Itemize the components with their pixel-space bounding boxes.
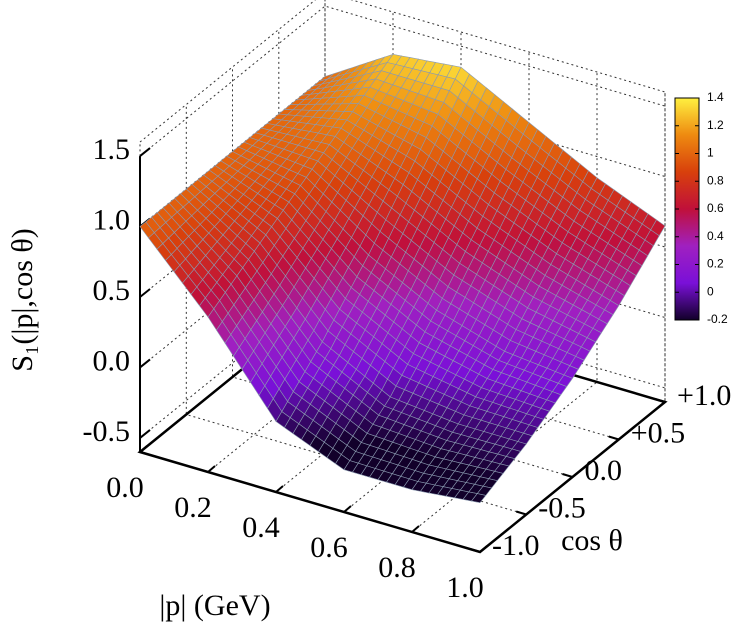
x-tick [343, 505, 352, 513]
z-tick [139, 147, 151, 157]
box-edge [139, 0, 666, 402]
colorbar-tick-label: 1.2 [707, 118, 724, 132]
x-tick [139, 445, 148, 453]
x-tick [207, 465, 216, 473]
y-tick-label: +1.0 [677, 379, 731, 412]
z-tick [139, 288, 151, 298]
z-tick-label: 0.5 [93, 274, 131, 307]
x-tick-label: 0.6 [310, 531, 348, 564]
z-tick [139, 429, 151, 439]
x-tick-label: 0.0 [106, 471, 144, 504]
x-tick-label: 0.2 [174, 491, 212, 524]
surface-cell [457, 350, 573, 445]
colorbar-tick-label: -0.2 [707, 312, 728, 326]
x-tick-label: 0.4 [242, 511, 280, 544]
y-tick-label: +0.5 [631, 416, 685, 449]
y-tick [562, 473, 573, 478]
colorbar-tick-label: 0.6 [707, 201, 724, 215]
surface-cell [253, 185, 369, 343]
surface-cell [504, 264, 620, 379]
x-tick [411, 525, 420, 533]
y-tick-label: 0.0 [585, 454, 623, 487]
z-axis-label: S₁(|p|,cos θ) [6, 228, 39, 372]
mesh-facet [470, 493, 487, 504]
y-axis-label: cos θ [561, 524, 623, 557]
y-tick [608, 435, 620, 441]
x-tick [275, 485, 284, 493]
surface-cell [411, 423, 527, 504]
colorbar-tick-label: 1 [707, 146, 714, 160]
z-tick-label: 1.0 [93, 203, 131, 236]
surface-cell [231, 113, 348, 186]
z-tick-label: 1.5 [93, 133, 131, 166]
surface-cell [207, 250, 323, 423]
colorbar-tick-label: 0.4 [707, 229, 724, 243]
surface-cell [346, 53, 462, 162]
surface-cell [300, 119, 416, 256]
surface-cell [436, 215, 552, 352]
y-tick [654, 398, 666, 403]
x-tick [479, 545, 488, 553]
y-tick-label: -1.0 [492, 529, 540, 562]
z-tick-label: -0.5 [83, 415, 131, 448]
surface-cell [414, 66, 530, 217]
y-tick-label: -0.5 [538, 491, 586, 524]
x-tick-label: 1.0 [446, 571, 484, 604]
y-tick [515, 510, 527, 516]
x-axis-label: |p| (GeV) [159, 589, 270, 622]
x-tick-label: 0.8 [378, 551, 416, 584]
y-tick [469, 548, 481, 553]
surface-cell [278, 53, 394, 121]
colorbar-tick-label: 1.4 [707, 90, 724, 104]
colorbar-tick-label: 0.2 [707, 257, 724, 271]
z-tick [139, 358, 151, 369]
colorbar-tick-label: 0.8 [707, 173, 724, 187]
colorbar-tick-label: 0 [707, 284, 714, 298]
z-tick-label: 0.0 [93, 344, 131, 377]
surface-cell [343, 396, 459, 491]
surface-cell [482, 122, 598, 265]
surface-cell [550, 177, 666, 307]
surface-cell [139, 188, 255, 318]
